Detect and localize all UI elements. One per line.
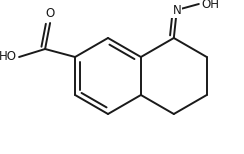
Text: N: N (173, 4, 181, 16)
Text: O: O (45, 7, 55, 20)
Text: HO: HO (0, 51, 17, 63)
Text: OH: OH (202, 0, 220, 10)
